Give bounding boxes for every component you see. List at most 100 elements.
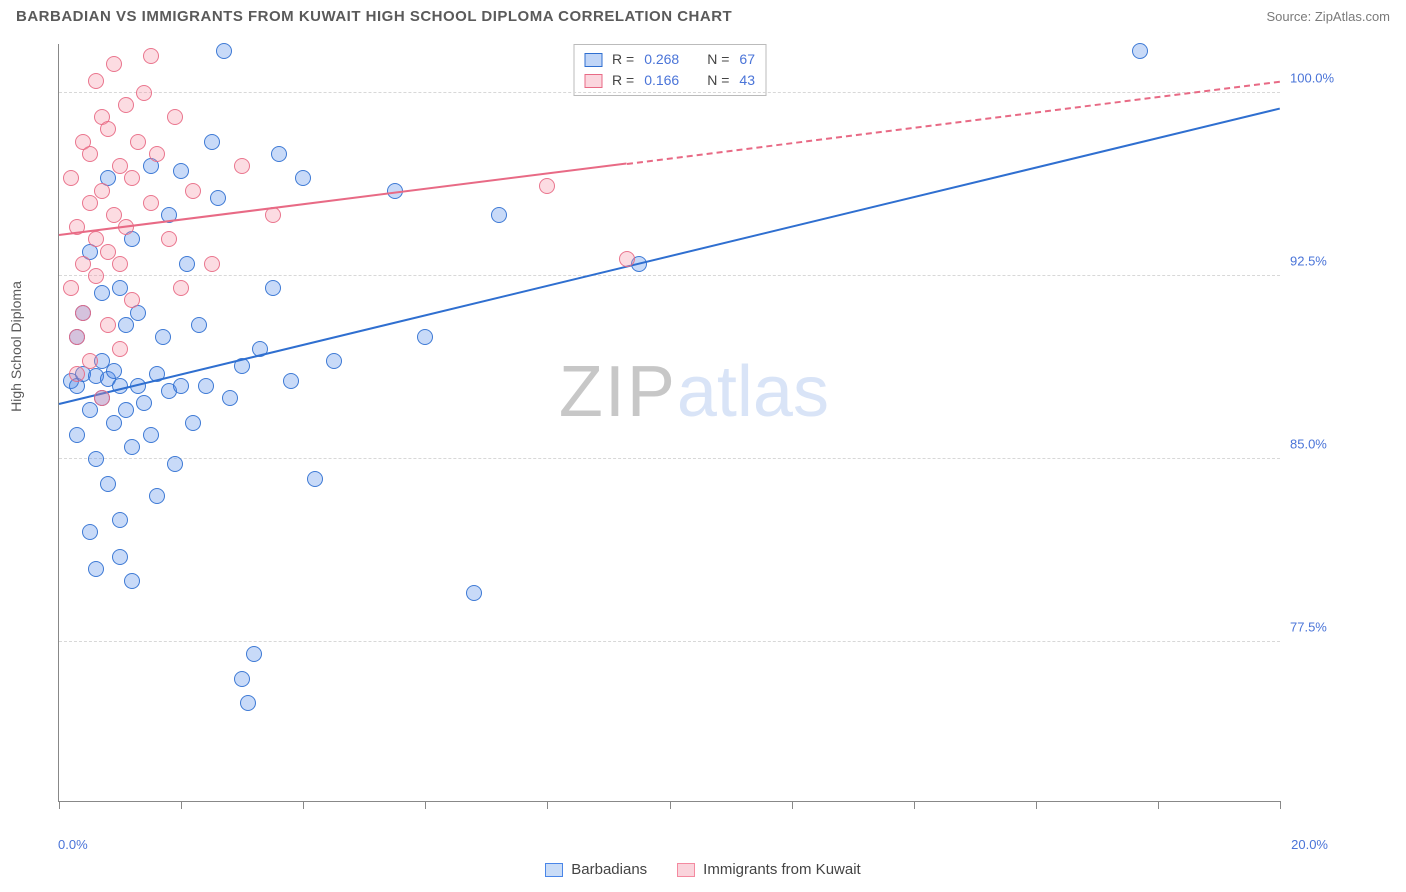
data-point [167,109,183,125]
x-tick [1036,801,1037,809]
data-point [619,251,635,267]
stat-r-value: 0.166 [644,70,679,91]
data-point [491,207,507,223]
y-tick-label: 77.5% [1290,620,1360,635]
data-point [100,476,116,492]
data-point [106,415,122,431]
chart-source: Source: ZipAtlas.com [1266,9,1390,24]
x-tick [59,801,60,809]
data-point [136,395,152,411]
x-tick [303,801,304,809]
gridline [59,275,1280,276]
stats-legend-row: R =0.166N =43 [584,70,755,91]
x-tick [1280,801,1281,809]
stat-n-value: 67 [739,49,755,70]
data-point [82,402,98,418]
data-point [94,183,110,199]
data-point [88,268,104,284]
data-point [100,121,116,137]
data-point [124,170,140,186]
x-tick [914,801,915,809]
data-point [283,373,299,389]
plot-region: ZIPatlas R =0.268N =67R =0.166N =43 77.5… [58,44,1280,802]
data-point [179,256,195,272]
data-point [143,195,159,211]
data-point [63,280,79,296]
data-point [307,471,323,487]
data-point [63,170,79,186]
data-point [112,512,128,528]
y-tick-label: 100.0% [1290,70,1360,85]
data-point [222,390,238,406]
data-point [1132,43,1148,59]
data-point [88,451,104,467]
y-axis-label: High School Diploma [8,281,24,412]
x-axis-min-label: 0.0% [58,837,88,852]
chart-title: BARBADIAN VS IMMIGRANTS FROM KUWAIT HIGH… [16,8,732,25]
data-point [112,341,128,357]
data-point [204,134,220,150]
data-point [106,363,122,379]
data-point [265,280,281,296]
stat-r-label: R = [612,49,634,70]
stats-legend: R = 0.268 N = 67R = 0.166 N = 43 [573,44,766,96]
data-point [118,97,134,113]
data-point [271,146,287,162]
data-point [173,163,189,179]
x-tick [670,801,671,809]
stat-n-value: 43 [739,70,755,91]
data-point [118,317,134,333]
data-point [69,427,85,443]
data-point [198,378,214,394]
data-point [149,488,165,504]
gridline [59,458,1280,459]
data-point [234,671,250,687]
data-point [82,353,98,369]
data-point [118,402,134,418]
legend-label: Immigrants from Kuwait [703,861,861,878]
gridline [59,92,1280,93]
data-point [82,195,98,211]
data-point [185,415,201,431]
data-point [100,317,116,333]
data-point [82,146,98,162]
data-point [112,549,128,565]
data-point [155,329,171,345]
data-point [191,317,207,333]
data-point [326,353,342,369]
legend-label: Barbadians [571,861,647,878]
x-tick [792,801,793,809]
data-point [173,378,189,394]
data-point [124,292,140,308]
data-point [88,73,104,89]
x-tick [181,801,182,809]
gridline [59,641,1280,642]
legend-item: Barbadians [545,861,647,878]
data-point [94,390,110,406]
stat-r-value: 0.268 [644,49,679,70]
data-point [69,366,85,382]
stat-r-label: R = [612,70,634,91]
x-tick [1158,801,1159,809]
y-tick-label: 85.0% [1290,437,1360,452]
data-point [130,134,146,150]
x-axis-max-label: 20.0% [1291,837,1328,852]
chart-area: High School Diploma ZIPatlas R =0.268N =… [16,44,1390,832]
data-point [185,183,201,199]
x-tick [547,801,548,809]
y-tick-label: 92.5% [1290,253,1360,268]
watermark: ZIPatlas [559,351,829,433]
data-point [246,646,262,662]
data-point [295,170,311,186]
data-point [539,178,555,194]
data-point [106,56,122,72]
data-point [143,48,159,64]
data-point [82,524,98,540]
data-point [94,285,110,301]
stats-legend-row: R = 0.268 N = 67 [584,49,755,70]
data-point [112,256,128,272]
data-point [124,439,140,455]
data-point [149,146,165,162]
bottom-legend: Barbadians Immigrants from Kuwait [0,861,1406,878]
stat-n-label: N = [707,49,729,70]
